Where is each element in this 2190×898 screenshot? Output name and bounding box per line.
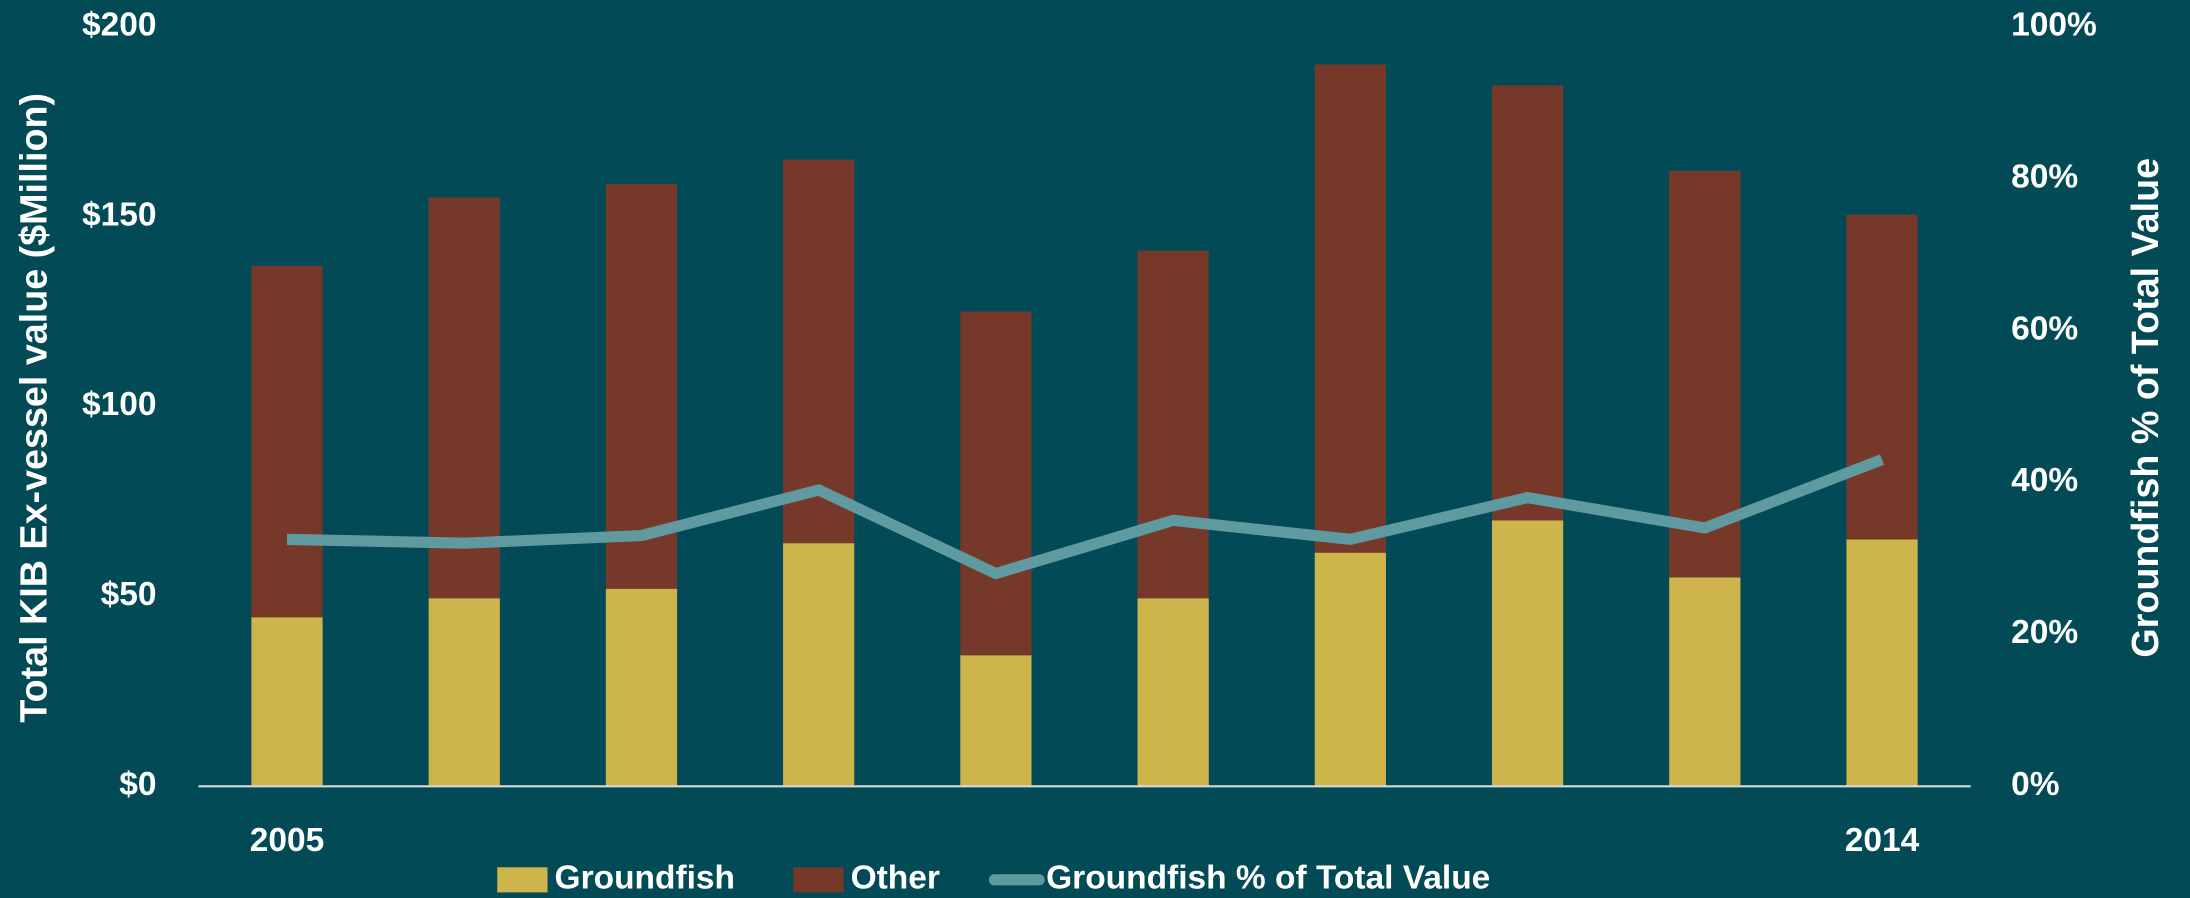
y2-tick-label: 20% — [2011, 614, 2078, 651]
y2-axis-label: Groundfish % of Total Value — [2124, 158, 2166, 658]
bar — [960, 311, 1032, 656]
y-tick-label: $50 — [101, 576, 157, 613]
bar — [1137, 598, 1209, 787]
y2-tick-label: 60% — [2011, 310, 2078, 347]
bar — [428, 197, 500, 599]
bar — [783, 543, 855, 787]
bar — [251, 265, 323, 618]
y2-tick-label: 40% — [2011, 462, 2078, 499]
bar — [1669, 577, 1741, 787]
y-tick-label: $200 — [82, 6, 157, 43]
legend-swatch — [793, 867, 844, 893]
bar — [251, 617, 323, 787]
legend-label: Groundfish — [555, 860, 736, 897]
bar — [1314, 64, 1386, 553]
bar — [428, 598, 500, 787]
bar — [1846, 539, 1918, 787]
bar — [1846, 214, 1918, 540]
y-axis-label: Total KIB Ex-vessel value ($Million) — [12, 93, 54, 723]
bar — [605, 184, 678, 589]
bar — [1491, 520, 1564, 787]
bar — [960, 655, 1032, 787]
y-tick-label: $0 — [119, 766, 156, 803]
bar — [783, 159, 855, 544]
y-tick-label: $150 — [82, 196, 157, 233]
x-tick-label: 2005 — [250, 822, 325, 859]
y2-tick-label: 100% — [2011, 6, 2097, 43]
bar — [605, 588, 678, 787]
bar — [1491, 85, 1564, 521]
line — [286, 454, 1885, 580]
bar — [1669, 170, 1741, 578]
y2-tick-label: 80% — [2011, 158, 2078, 195]
legend-label: Groundfish % of Total Value — [1046, 860, 1490, 897]
bar — [1314, 552, 1386, 787]
x-tick-label: 2014 — [1845, 822, 1920, 859]
legend-label: Other — [851, 860, 940, 897]
y2-tick-label: 0% — [2011, 766, 2059, 803]
legend-swatch — [497, 867, 548, 893]
bar — [1137, 250, 1209, 599]
y-tick-label: $100 — [82, 386, 157, 423]
